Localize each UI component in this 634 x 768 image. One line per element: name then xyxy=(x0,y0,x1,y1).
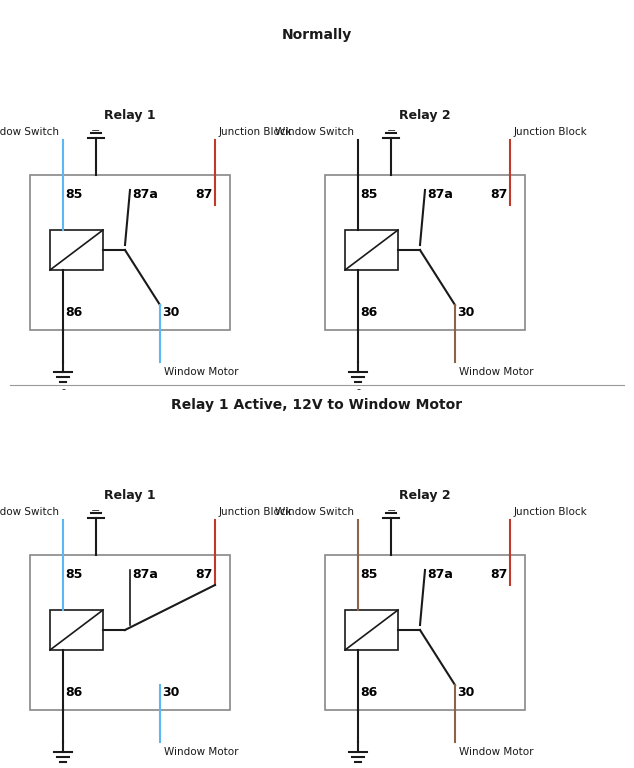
Bar xyxy=(325,175,525,330)
Bar xyxy=(50,230,103,270)
Text: 87a: 87a xyxy=(132,568,158,581)
Text: 86: 86 xyxy=(360,686,377,699)
Text: Relay 2: Relay 2 xyxy=(399,488,451,502)
Text: -: - xyxy=(61,764,65,768)
Bar xyxy=(345,610,398,650)
Text: -: - xyxy=(356,384,360,394)
Text: 87: 87 xyxy=(491,188,508,201)
Text: 87a: 87a xyxy=(132,188,158,201)
Text: 86: 86 xyxy=(65,686,82,699)
Text: 85: 85 xyxy=(360,568,377,581)
Text: 87: 87 xyxy=(196,188,213,201)
Text: 86: 86 xyxy=(360,306,377,319)
Bar xyxy=(30,175,230,330)
Text: Window Motor: Window Motor xyxy=(459,367,533,377)
Text: 85: 85 xyxy=(65,188,82,201)
Text: Junction Block: Junction Block xyxy=(219,127,293,137)
Text: 86: 86 xyxy=(65,306,82,319)
Text: Window Switch: Window Switch xyxy=(0,507,59,517)
Text: -: - xyxy=(61,384,65,394)
Text: 87: 87 xyxy=(491,568,508,581)
Text: Window Motor: Window Motor xyxy=(459,747,533,757)
Text: Relay 1: Relay 1 xyxy=(104,488,156,502)
Text: =: = xyxy=(386,507,396,517)
Text: 85: 85 xyxy=(360,188,377,201)
Text: Junction Block: Junction Block xyxy=(514,507,588,517)
Text: Window Motor: Window Motor xyxy=(164,367,238,377)
Bar xyxy=(30,555,230,710)
Text: 87: 87 xyxy=(196,568,213,581)
Text: -: - xyxy=(356,764,360,768)
Text: 87a: 87a xyxy=(427,568,453,581)
Text: Relay 1 Active, 12V to Window Motor: Relay 1 Active, 12V to Window Motor xyxy=(171,398,463,412)
Text: 30: 30 xyxy=(162,306,179,319)
Text: Normally: Normally xyxy=(282,28,352,42)
Text: Relay 1: Relay 1 xyxy=(104,108,156,121)
Text: 85: 85 xyxy=(65,568,82,581)
Text: 30: 30 xyxy=(162,686,179,699)
Text: 30: 30 xyxy=(457,686,474,699)
Text: Window Switch: Window Switch xyxy=(0,127,59,137)
Text: =: = xyxy=(91,507,101,517)
Text: Junction Block: Junction Block xyxy=(514,127,588,137)
Text: Window Switch: Window Switch xyxy=(275,507,354,517)
Text: Relay 2: Relay 2 xyxy=(399,108,451,121)
Text: Window Switch: Window Switch xyxy=(275,127,354,137)
Text: 87a: 87a xyxy=(427,188,453,201)
Text: 30: 30 xyxy=(457,306,474,319)
Bar xyxy=(50,610,103,650)
Text: =: = xyxy=(91,127,101,137)
Bar xyxy=(325,555,525,710)
Text: Junction Block: Junction Block xyxy=(219,507,293,517)
Bar xyxy=(345,230,398,270)
Text: =: = xyxy=(386,127,396,137)
Text: Window Motor: Window Motor xyxy=(164,747,238,757)
